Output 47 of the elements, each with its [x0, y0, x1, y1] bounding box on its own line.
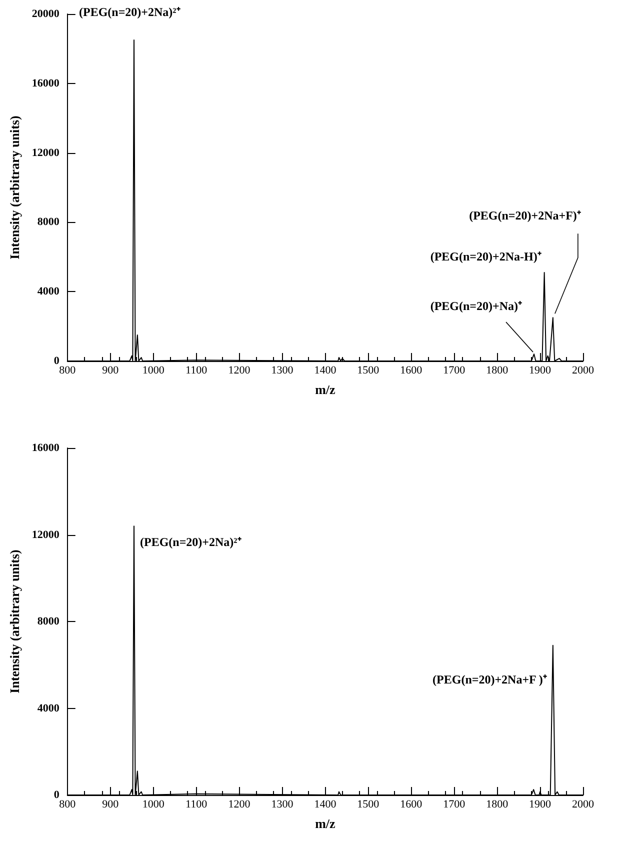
- x-tick-label: 1400: [314, 798, 337, 810]
- annotation: (PEG(n=20)+2Na+F )⁺: [432, 672, 547, 686]
- x-tick-label: 1400: [314, 364, 337, 376]
- annotation: (PEG(n=20)+Na)⁺: [430, 299, 522, 314]
- y-tick-label: 4000: [37, 702, 60, 714]
- x-tick-label: 1100: [186, 798, 208, 810]
- x-tick-label: 1500: [357, 364, 380, 376]
- y-tick-label: 8000: [37, 616, 60, 628]
- x-tick-label: 1200: [228, 798, 251, 810]
- x-tick-label: 1900: [529, 364, 552, 376]
- x-tick-label: 1600: [400, 364, 423, 376]
- x-tick-label: 1700: [443, 364, 466, 376]
- x-tick-label: 1800: [486, 798, 509, 810]
- x-tick-label: 1700: [443, 798, 466, 810]
- x-tick-label: 800: [59, 364, 76, 376]
- x-tick-label: 900: [102, 798, 120, 810]
- y-tick-label: 0: [54, 789, 60, 801]
- y-axis-title: Intensity (arbitrary units): [7, 550, 22, 694]
- annotation: (PEG(n=20)+2Na)²⁺: [140, 535, 242, 550]
- y-tick-label: 12000: [32, 528, 60, 541]
- y-tick-label: 20000: [32, 8, 60, 20]
- y-tick-label: 0: [54, 355, 60, 367]
- y-tick-label: 12000: [32, 146, 60, 159]
- x-tick-label: 1000: [142, 364, 165, 376]
- x-tick-label: 2000: [572, 798, 594, 810]
- annotation: (PEG(n=20)+2Na-H)⁺: [430, 250, 542, 264]
- x-tick-label: 1900: [529, 798, 552, 810]
- annotation: (PEG(n=20)+2Na)²⁺: [79, 5, 180, 20]
- y-tick-label: 16000: [32, 77, 60, 90]
- y-tick-label: 16000: [32, 442, 60, 454]
- y-tick-label: 8000: [37, 216, 60, 228]
- x-tick-label: 2000: [572, 364, 594, 376]
- x-tick-label: 900: [102, 364, 120, 376]
- y-axis-title: Intensity (arbitrary units): [7, 116, 22, 260]
- annotation: (PEG(n=20)+2Na+F)⁺: [469, 208, 581, 223]
- x-axis-title: m/z: [315, 816, 336, 831]
- x-tick-label: 1300: [271, 798, 294, 810]
- y-tick-label: 4000: [37, 286, 60, 298]
- x-tick-label: 800: [59, 798, 76, 810]
- x-tick-label: 1600: [400, 798, 423, 810]
- x-axis-title: m/z: [315, 382, 336, 397]
- x-tick-label: 1800: [486, 364, 509, 376]
- x-tick-label: 1000: [142, 798, 165, 810]
- x-tick-label: 1100: [186, 364, 208, 376]
- x-tick-label: 1500: [357, 798, 380, 810]
- x-tick-label: 1300: [271, 364, 294, 376]
- x-tick-label: 1200: [228, 364, 251, 376]
